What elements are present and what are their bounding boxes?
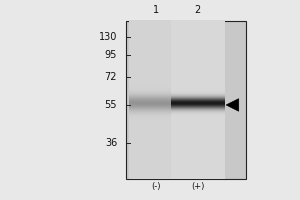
Text: 72: 72 (105, 72, 117, 82)
Text: 1: 1 (153, 5, 159, 15)
Polygon shape (226, 99, 239, 111)
Bar (126, 21, 246, 179)
Text: 55: 55 (105, 100, 117, 110)
Text: 95: 95 (105, 50, 117, 60)
Text: (+): (+) (191, 182, 205, 191)
Text: 130: 130 (99, 32, 117, 42)
Text: 36: 36 (105, 138, 117, 148)
Text: 2: 2 (195, 5, 201, 15)
Text: (-): (-) (151, 182, 161, 191)
